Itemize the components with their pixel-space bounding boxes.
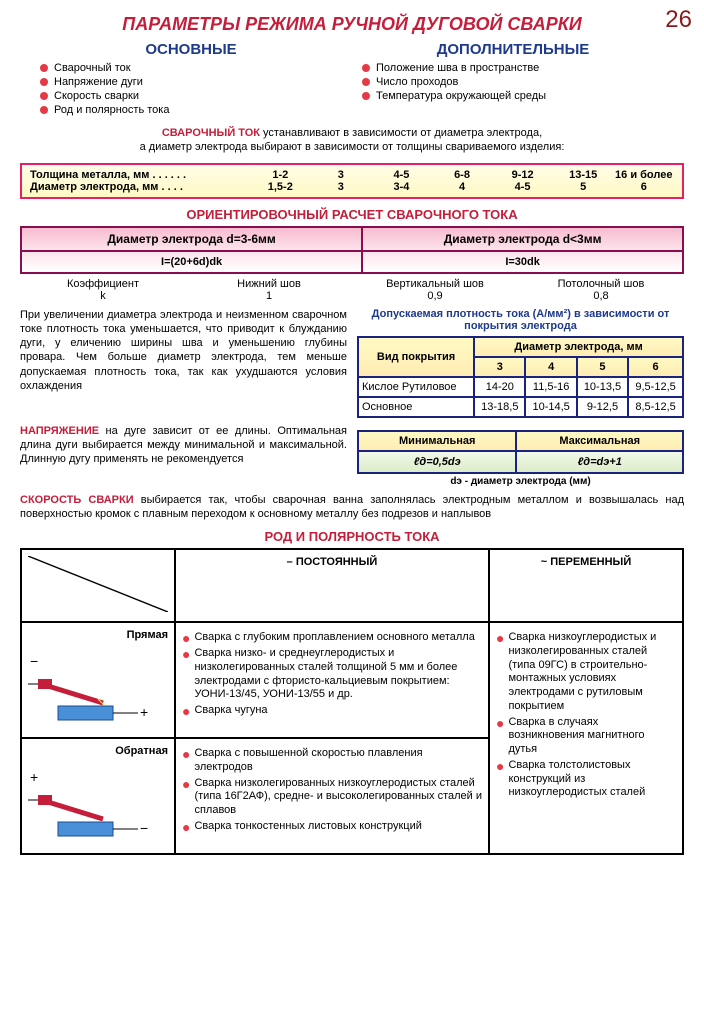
svg-text:−: − <box>30 653 38 669</box>
svg-text:+: + <box>30 769 38 785</box>
calc-heading: ОРИЕНТИРОВОЧНЫЙ РАСЧЕТ СВАРОЧНОГО ТОКА <box>10 207 694 222</box>
bullet-item: Скорость сварки <box>40 90 342 102</box>
diagram-reverse: +− <box>28 757 158 847</box>
density-heading: Допускаемая плотность тока (А/мм²) в зав… <box>357 308 684 332</box>
polarity-table: – ПОСТОЯННЫЙ~ ПЕРЕМЕННЫЙ Прямая −+ ●Свар… <box>20 548 684 855</box>
density-table: Вид покрытияДиаметр электрода, мм 3456 К… <box>357 336 684 418</box>
bullet-item: Температура окружающей среды <box>362 90 664 102</box>
polarity-item: ●Сварка в случаях возникновения магнитно… <box>496 716 676 757</box>
param-columns: ОСНОВНЫЕ Сварочный ток Напряжение дуги Ско… <box>40 41 664 118</box>
bullet-item: Положение шва в пространстве <box>362 62 664 74</box>
bullet-item: Род и полярность тока <box>40 104 342 116</box>
arc-note: dэ - диаметр электрода (мм) <box>357 476 684 487</box>
polarity-item: ●Сварка с повышенной скоростью плавления… <box>182 747 482 775</box>
k-row: Коэффициент k Нижний шов 1 Вертикальный … <box>20 278 684 302</box>
polarity-item: ●Сварка чугуна <box>182 704 482 718</box>
polarity-item: ●Сварка толстолистовых конструкций из ни… <box>496 759 676 800</box>
para-speed: СКОРОСТЬ СВАРКИ выбирается так, чтобы св… <box>20 493 684 522</box>
bullet-item: Напряжение дуги <box>40 76 342 88</box>
svg-text:+: + <box>140 704 148 720</box>
polarity-item: ●Сварка низко- и среднеуглеродистых и ни… <box>182 647 482 702</box>
polarity-item: ●Сварка низкоуглеродистых и низколегиров… <box>496 631 676 714</box>
page-number: 26 <box>665 6 692 34</box>
polarity-heading: РОД И ПОЛЯРНОСТЬ ТОКА <box>10 529 694 544</box>
polarity-item: ●Сварка низколегированных низкоуглеродис… <box>182 777 482 818</box>
para-diameter: При увеличении диаметра электрода и неиз… <box>20 308 347 418</box>
main-title: ПАРАМЕТРЫ РЕЖИМА РУЧНОЙ ДУГОВОЙ СВАРКИ <box>10 14 694 35</box>
calc-table: Диаметр электрода d=3-6ммДиаметр электро… <box>20 226 684 274</box>
arc-table: МинимальнаяМаксимальная ℓд=0,5dэℓд=dэ+1 <box>357 430 684 474</box>
thickness-table: Толщина металла, мм . . . . . .1-234-56-… <box>20 163 684 199</box>
polarity-item: ●Сварка с глубоким проплавлением основно… <box>182 631 482 645</box>
bullet-item: Сварочный ток <box>40 62 342 74</box>
intro-text: СВАРОЧНЫЙ ТОК устанавливают в зависимост… <box>20 126 684 155</box>
svg-text:−: − <box>140 820 148 836</box>
para-voltage: НАПРЯЖЕНИЕ на дуге зависит от ее длины. … <box>20 424 347 487</box>
col-add-h: ДОПОЛНИТЕЛЬНЫЕ <box>362 41 664 58</box>
diagram-direct: −+ <box>28 641 158 731</box>
col-main-h: ОСНОВНЫЕ <box>40 41 342 58</box>
bullet-item: Число проходов <box>362 76 664 88</box>
polarity-item: ●Сварка тонкостенных листовых конструкци… <box>182 820 482 834</box>
